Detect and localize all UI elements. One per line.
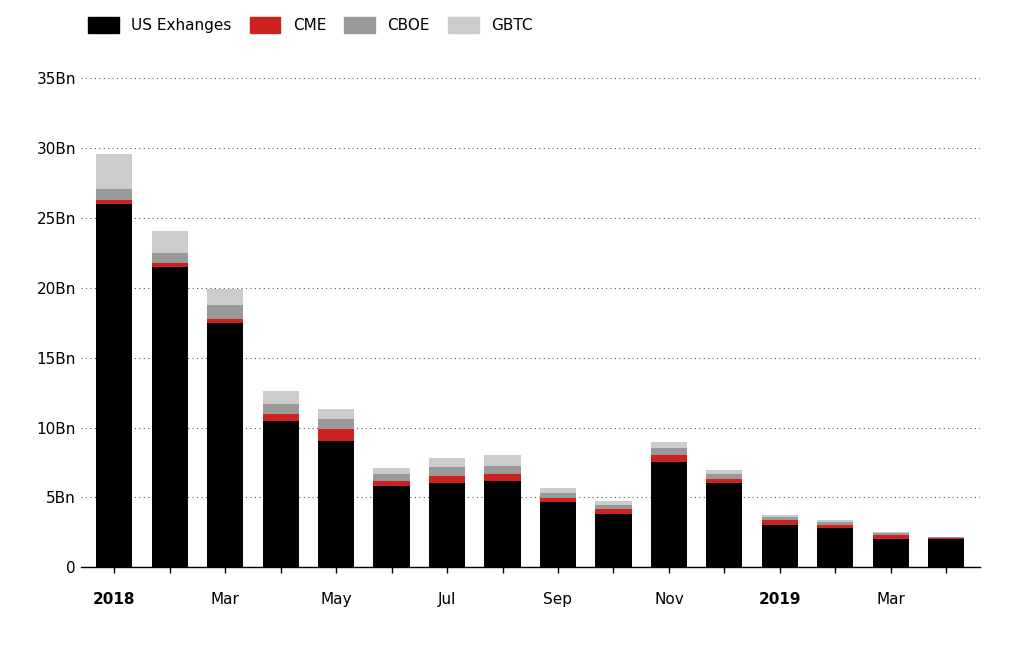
Bar <box>928 537 965 538</box>
Bar <box>485 466 520 475</box>
Bar <box>596 501 631 505</box>
Bar <box>485 481 520 567</box>
Bar <box>873 535 909 539</box>
Bar <box>263 413 299 421</box>
Bar <box>928 538 965 539</box>
Bar <box>817 528 853 567</box>
Bar <box>540 497 576 501</box>
Bar <box>706 470 742 474</box>
Bar <box>207 289 243 304</box>
Text: 2018: 2018 <box>93 593 135 608</box>
Bar <box>928 539 965 567</box>
Bar <box>96 188 132 200</box>
Text: Sep: Sep <box>543 593 573 608</box>
Bar <box>96 200 132 204</box>
Bar <box>485 475 520 481</box>
Bar <box>318 441 355 567</box>
Bar <box>762 526 798 567</box>
Bar <box>207 304 243 319</box>
Bar <box>318 429 355 441</box>
Bar <box>374 475 410 481</box>
Bar <box>263 391 299 404</box>
Text: 2019: 2019 <box>759 593 801 608</box>
Text: May: May <box>320 593 351 608</box>
Bar <box>485 456 520 466</box>
Bar <box>596 505 631 509</box>
Bar <box>650 462 687 567</box>
Bar <box>817 525 853 528</box>
Bar <box>873 532 909 533</box>
Bar <box>96 204 132 567</box>
Bar <box>762 515 798 518</box>
Bar <box>596 514 631 567</box>
Text: Mar: Mar <box>877 593 905 608</box>
Bar <box>374 486 410 567</box>
Bar <box>152 231 188 253</box>
Bar <box>650 455 687 462</box>
Bar <box>318 419 355 429</box>
Bar <box>540 488 576 493</box>
Bar <box>207 323 243 567</box>
Bar <box>596 509 631 514</box>
Bar <box>263 404 299 413</box>
Bar <box>873 539 909 567</box>
Bar <box>207 319 243 323</box>
Text: Nov: Nov <box>654 593 684 608</box>
Bar <box>263 421 299 567</box>
Text: Jul: Jul <box>437 593 457 608</box>
Bar <box>762 520 798 526</box>
Bar <box>540 501 576 567</box>
Bar <box>762 518 798 520</box>
Bar <box>429 483 465 567</box>
Bar <box>650 448 687 455</box>
Bar <box>152 263 188 267</box>
Bar <box>650 442 687 448</box>
Bar <box>429 467 465 476</box>
Bar <box>429 458 465 467</box>
Bar <box>318 409 355 419</box>
Bar <box>706 474 742 479</box>
Bar <box>374 468 410 475</box>
Legend: US Exhanges, CME, CBOE, GBTC: US Exhanges, CME, CBOE, GBTC <box>89 18 532 33</box>
Bar <box>817 522 853 525</box>
Bar <box>706 483 742 567</box>
Bar <box>540 493 576 497</box>
Bar <box>873 533 909 535</box>
Bar <box>96 154 132 188</box>
Bar <box>152 253 188 263</box>
Bar <box>152 267 188 567</box>
Bar <box>817 520 853 522</box>
Bar <box>429 476 465 483</box>
Text: Mar: Mar <box>211 593 239 608</box>
Bar <box>374 481 410 486</box>
Bar <box>706 479 742 483</box>
